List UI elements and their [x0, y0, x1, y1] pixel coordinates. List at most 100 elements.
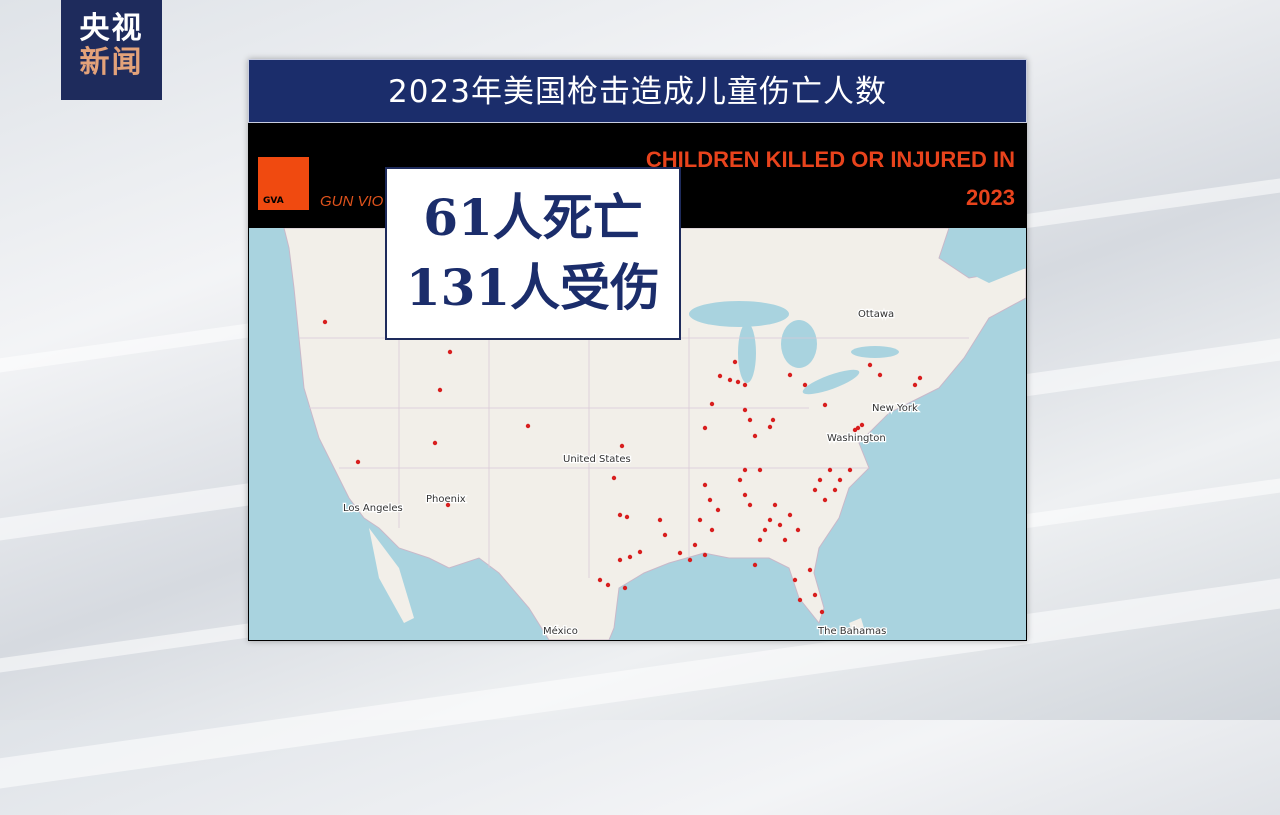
incident-marker	[597, 577, 603, 583]
incident-marker	[787, 372, 793, 378]
incident-marker	[742, 467, 748, 473]
incident-marker	[767, 424, 773, 430]
incident-marker	[819, 609, 825, 615]
killed-count: 61人死亡	[423, 188, 643, 247]
label-phoenix: Phoenix	[426, 494, 466, 505]
incident-marker	[757, 537, 763, 543]
incident-marker	[757, 467, 763, 473]
incident-marker	[917, 375, 923, 381]
incident-marker	[822, 497, 828, 503]
logo-line2: 新闻	[79, 45, 144, 80]
incident-marker	[797, 597, 803, 603]
incident-marker	[322, 319, 328, 325]
incident-marker	[692, 542, 698, 548]
incident-marker	[702, 552, 708, 558]
label-mexico: México	[543, 625, 578, 637]
incident-marker	[707, 497, 713, 503]
incident-marker	[737, 477, 743, 483]
incident-marker	[847, 467, 853, 473]
incident-marker	[812, 487, 818, 493]
incident-marker	[702, 482, 708, 488]
gva-heading-line2: 2023	[966, 185, 1015, 210]
incident-marker	[817, 477, 823, 483]
incident-marker	[617, 557, 623, 563]
incident-marker	[742, 382, 748, 388]
incident-marker	[709, 527, 715, 533]
label-los-angeles: Los Angeles	[343, 503, 403, 514]
incident-marker	[742, 407, 748, 413]
page-title: 2023年美国枪击造成儿童伤亡人数	[248, 59, 1027, 123]
incident-marker	[605, 582, 611, 588]
incident-marker	[770, 417, 776, 423]
incident-marker	[837, 477, 843, 483]
incident-marker	[812, 592, 818, 598]
incident-marker	[715, 507, 721, 513]
incident-marker	[637, 549, 643, 555]
incident-marker	[747, 502, 753, 508]
label-bahamas: The Bahamas	[817, 626, 886, 637]
incident-marker	[622, 585, 628, 591]
incident-marker	[627, 554, 633, 560]
incident-marker	[762, 527, 768, 533]
incident-marker	[617, 512, 623, 518]
gva-org-name: GUN VIO	[320, 193, 384, 210]
incident-marker	[877, 372, 883, 378]
incident-marker	[912, 382, 918, 388]
incident-marker	[792, 577, 798, 583]
incident-marker	[772, 502, 778, 508]
incident-marker	[735, 379, 741, 385]
incident-marker	[782, 537, 788, 543]
casualty-stats-box: 61人死亡 131人受伤	[385, 167, 681, 340]
incident-marker	[822, 402, 828, 408]
incident-marker	[807, 567, 813, 573]
incident-marker	[445, 502, 451, 508]
incident-marker	[677, 550, 683, 556]
incident-marker	[709, 401, 715, 407]
incident-marker	[525, 423, 531, 429]
infographic-panel: 2023年美国枪击造成儿童伤亡人数 GVA GUN VIO CHILDREN K…	[248, 59, 1027, 641]
label-new-york: New York	[872, 403, 918, 414]
incident-marker	[619, 443, 625, 449]
incident-marker	[355, 459, 361, 465]
incident-marker	[867, 362, 873, 368]
incident-marker	[777, 522, 783, 528]
hudson-water	[949, 228, 1026, 283]
incident-marker	[624, 514, 630, 520]
gva-heading-line1: CHILDREN KILLED OR INJURED IN	[645, 147, 1015, 172]
injured-count: 131人受伤	[405, 258, 661, 317]
incident-marker	[787, 512, 793, 518]
land-bahamas	[849, 618, 864, 632]
gva-heading: CHILDREN KILLED OR INJURED IN 2023	[646, 141, 1015, 217]
incident-marker	[447, 349, 453, 355]
incident-markers	[322, 319, 923, 615]
incident-marker	[432, 440, 438, 446]
incident-marker	[717, 373, 723, 379]
label-united-states: United States	[563, 454, 631, 465]
incident-marker	[747, 417, 753, 423]
label-ottawa: Ottawa	[858, 309, 894, 320]
incident-marker	[802, 382, 808, 388]
incident-marker	[827, 467, 833, 473]
incident-marker	[752, 562, 758, 568]
incident-marker	[437, 387, 443, 393]
label-washington: Washington	[827, 433, 886, 444]
incident-marker	[662, 532, 668, 538]
incident-marker	[832, 487, 838, 493]
incident-marker	[852, 427, 858, 433]
incident-marker	[767, 517, 773, 523]
incident-marker	[657, 517, 663, 523]
incident-marker	[702, 425, 708, 431]
incident-marker	[697, 517, 703, 523]
cctv-news-logo: 央视 新闻	[61, 0, 162, 100]
land-baja	[369, 528, 414, 623]
incident-marker	[742, 492, 748, 498]
incident-marker	[752, 433, 758, 439]
gva-logo: GVA	[258, 157, 309, 210]
incident-marker	[795, 527, 801, 533]
incident-marker	[727, 377, 733, 383]
incident-marker	[732, 359, 738, 365]
incident-marker	[859, 422, 865, 428]
incident-marker	[611, 475, 617, 481]
incident-marker	[687, 557, 693, 563]
logo-line1: 央视	[79, 11, 144, 46]
